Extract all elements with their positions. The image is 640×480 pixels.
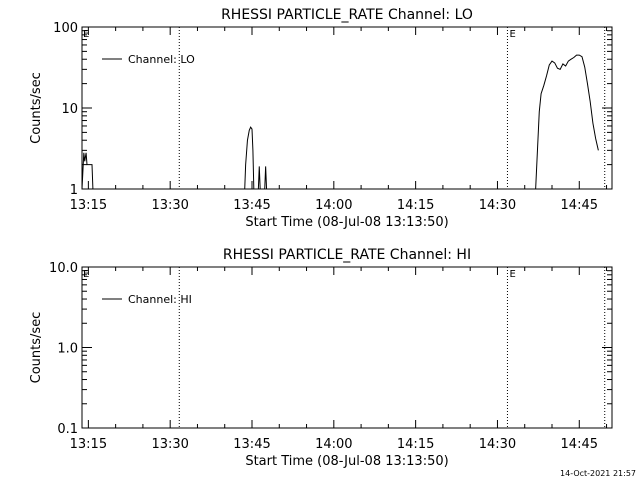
y-tick-label: 10.0: [49, 261, 78, 276]
x-tick-label: 14:15: [397, 198, 434, 213]
series-line: [82, 54, 599, 189]
x-tick-label: 14:45: [561, 198, 598, 213]
y-tick-label: 1: [70, 183, 78, 198]
x-tick-label: 14:15: [397, 437, 434, 452]
plot-frame: [81, 26, 613, 190]
x-tick-label: 13:30: [151, 198, 188, 213]
x-tick-label: 13:45: [233, 198, 270, 213]
legend-label: Channel: HI: [128, 293, 192, 306]
x-tick-label: 13:15: [70, 437, 107, 452]
x-tick-label: 13:15: [70, 198, 107, 213]
y-tick-label: 1.0: [57, 342, 78, 357]
footer-timestamp: 14-Oct-2021 21:57: [560, 469, 636, 478]
x-tick-label: 14:30: [479, 198, 516, 213]
plot-frame: [81, 266, 613, 429]
x-tick-label: 13:30: [151, 437, 188, 452]
x-tick-label: 14:00: [315, 437, 352, 452]
x-tick-label: 14:00: [315, 198, 352, 213]
event-marker-label: E: [509, 269, 515, 280]
y-tick-label: 10: [61, 102, 78, 117]
x-tick-label: 14:30: [479, 437, 516, 452]
chart-title: RHESSI PARTICLE_RATE Channel: LO: [221, 7, 473, 23]
y-axis-label: Counts/sec: [29, 312, 44, 384]
x-axis-label: Start Time (08-Jul-08 13:13:50): [245, 454, 448, 469]
x-tick-label: 14:45: [561, 437, 598, 452]
y-tick-label: 0.1: [57, 422, 78, 437]
x-axis-label: Start Time (08-Jul-08 13:13:50): [245, 215, 448, 230]
x-tick-label: 13:45: [233, 437, 270, 452]
event-marker-label: E: [509, 29, 515, 40]
y-axis-label: Counts/sec: [29, 72, 44, 144]
y-tick-label: 100: [53, 21, 78, 36]
chart-title: RHESSI PARTICLE_RATE Channel: HI: [223, 247, 471, 263]
legend-label: Channel: LO: [128, 53, 195, 66]
